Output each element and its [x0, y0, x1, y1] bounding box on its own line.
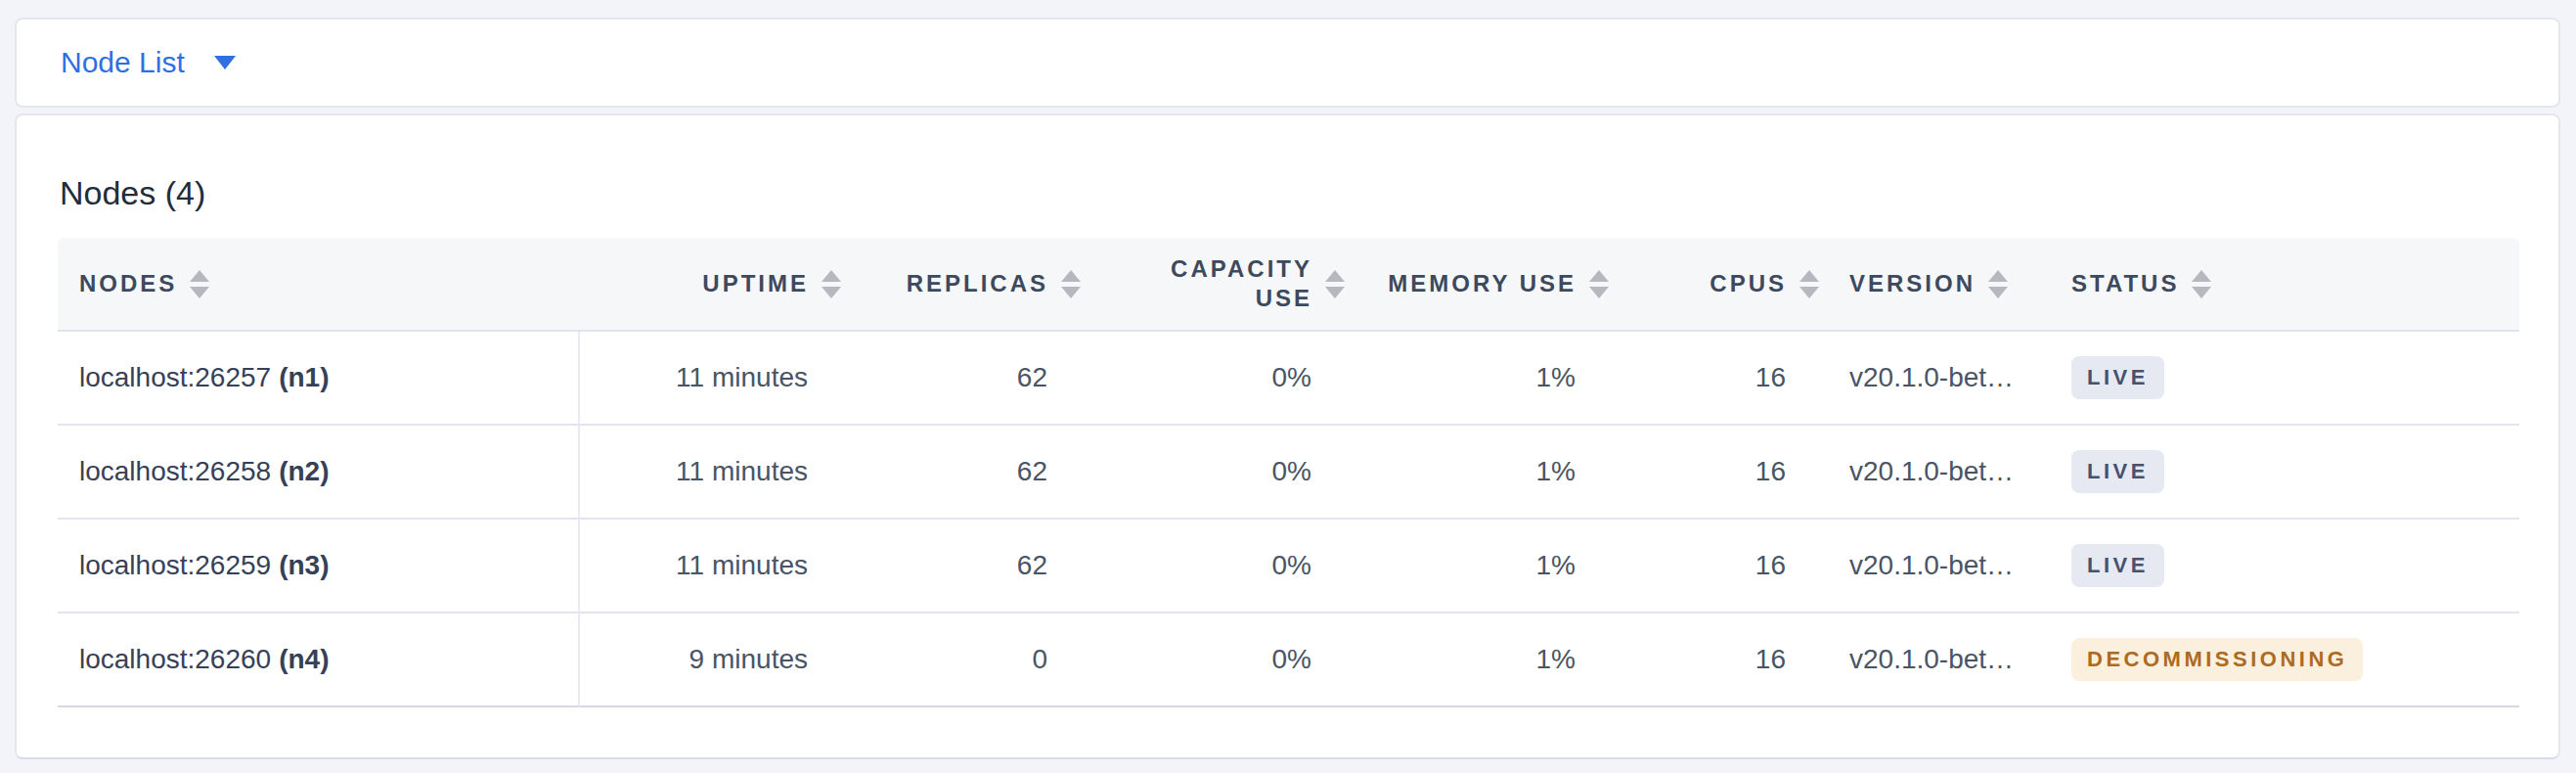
node-address-cell: localhost:26258 (n2) [58, 426, 580, 520]
column-header-version[interactable]: VERSION [1835, 238, 2050, 332]
node-id: (n1) [279, 362, 329, 392]
uptime-cell: 11 minutes [580, 426, 857, 520]
capacity-use-cell: 0% [1096, 520, 1360, 614]
memory-use-cell: 1% [1360, 614, 1624, 707]
status-badge: LIVE [2071, 544, 2164, 587]
column-label: NODES [79, 269, 177, 298]
sort-arrows-icon [1325, 270, 1345, 298]
status-cell: DECOMMISSIONING [2050, 614, 2519, 707]
status-badge: LIVE [2071, 356, 2164, 399]
uptime-cell: 9 minutes [580, 614, 857, 707]
table-header-row: NODES UPTIME REPLICAS [58, 238, 2519, 332]
version-cell: v20.1.0-bet… [1835, 426, 2050, 520]
version-cell: v20.1.0-bet… [1835, 614, 2050, 707]
status-cell: LIVE [2050, 520, 2519, 614]
node-row: localhost:26257(n1) 11 minutes 62 0% 1% … [58, 332, 2519, 426]
memory-use-cell: 1% [1360, 520, 1624, 614]
status-badge: DECOMMISSIONING [2071, 638, 2363, 681]
node-row: localhost:26259(n3) 11 minutes 62 0% 1% … [58, 520, 2519, 614]
capacity-use-cell: 0% [1096, 426, 1360, 520]
column-label: REPLICAS [907, 269, 1048, 298]
cpus-cell: 16 [1624, 520, 1835, 614]
status-badge: LIVE [2071, 450, 2164, 493]
sort-arrows-icon [1988, 270, 2008, 298]
view-mode-label: Node List [61, 46, 185, 79]
view-selector-card: Node List [15, 18, 2560, 108]
node-row: localhost:26258(n2) 11 minutes 62 0% 1% … [58, 426, 2519, 520]
column-label: CPUS [1710, 269, 1787, 298]
sort-arrows-icon [2192, 270, 2211, 298]
node-id: (n2) [279, 456, 329, 486]
uptime-cell: 11 minutes [580, 520, 857, 614]
node-address: localhost:26258 [79, 456, 271, 486]
status-cell: LIVE [2050, 332, 2519, 426]
node-address: localhost:26259 [79, 550, 271, 580]
column-header-memory-use[interactable]: MEMORY USE [1360, 238, 1624, 332]
nodes-card: Nodes (4) NODES UPTIME [15, 114, 2560, 759]
version-cell: v20.1.0-bet… [1835, 332, 2050, 426]
column-header-cpus[interactable]: CPUS [1624, 238, 1835, 332]
memory-use-cell: 1% [1360, 332, 1624, 426]
node-address-cell: localhost:26257 (n1) [58, 332, 580, 426]
sort-arrows-icon [822, 270, 841, 298]
view-mode-dropdown[interactable]: Node List [61, 46, 236, 79]
cpus-cell: 16 [1624, 332, 1835, 426]
replicas-cell: 0 [857, 614, 1096, 707]
capacity-use-cell: 0% [1096, 614, 1360, 707]
column-header-status[interactable]: STATUS [2050, 238, 2519, 332]
node-address-cell: localhost:26259 (n3) [58, 520, 580, 614]
chevron-down-icon [214, 56, 236, 69]
capacity-use-cell: 0% [1096, 332, 1360, 426]
sort-arrows-icon [1061, 270, 1081, 298]
column-header-nodes[interactable]: NODES [58, 238, 580, 332]
replicas-cell: 62 [857, 332, 1096, 426]
column-label: UPTIME [702, 269, 809, 298]
column-header-capacity-use[interactable]: CAPACITY USE [1096, 238, 1360, 332]
cpus-cell: 16 [1624, 614, 1835, 707]
column-header-replicas[interactable]: REPLICAS [857, 238, 1096, 332]
page-title: Nodes (4) [60, 174, 2519, 212]
column-label: STATUS [2071, 269, 2179, 298]
node-address: localhost:26257 [79, 362, 271, 392]
column-label: VERSION [1849, 269, 1976, 298]
node-id: (n4) [279, 644, 329, 674]
sort-arrows-icon [1589, 270, 1609, 298]
sort-arrows-icon [190, 270, 209, 298]
sort-arrows-icon [1799, 270, 1819, 298]
page: Node List Nodes (4) NODES [0, 0, 2576, 759]
node-address-cell: localhost:26260 (n4) [58, 614, 580, 707]
node-row: localhost:26260 (n4) 9 minutes 0 0% 1% 16… [58, 614, 2519, 707]
cpus-cell: 16 [1624, 426, 1835, 520]
replicas-cell: 62 [857, 426, 1096, 520]
node-address: localhost:26260 [79, 644, 271, 674]
uptime-cell: 11 minutes [580, 332, 857, 426]
version-cell: v20.1.0-bet… [1835, 520, 2050, 614]
node-id: (n3) [279, 550, 329, 580]
column-header-uptime[interactable]: UPTIME [580, 238, 857, 332]
column-label: CAPACITY USE [1141, 254, 1312, 313]
memory-use-cell: 1% [1360, 426, 1624, 520]
replicas-cell: 62 [857, 520, 1096, 614]
status-cell: LIVE [2050, 426, 2519, 520]
nodes-table: NODES UPTIME REPLICAS [58, 238, 2519, 707]
column-label: MEMORY USE [1388, 269, 1577, 298]
